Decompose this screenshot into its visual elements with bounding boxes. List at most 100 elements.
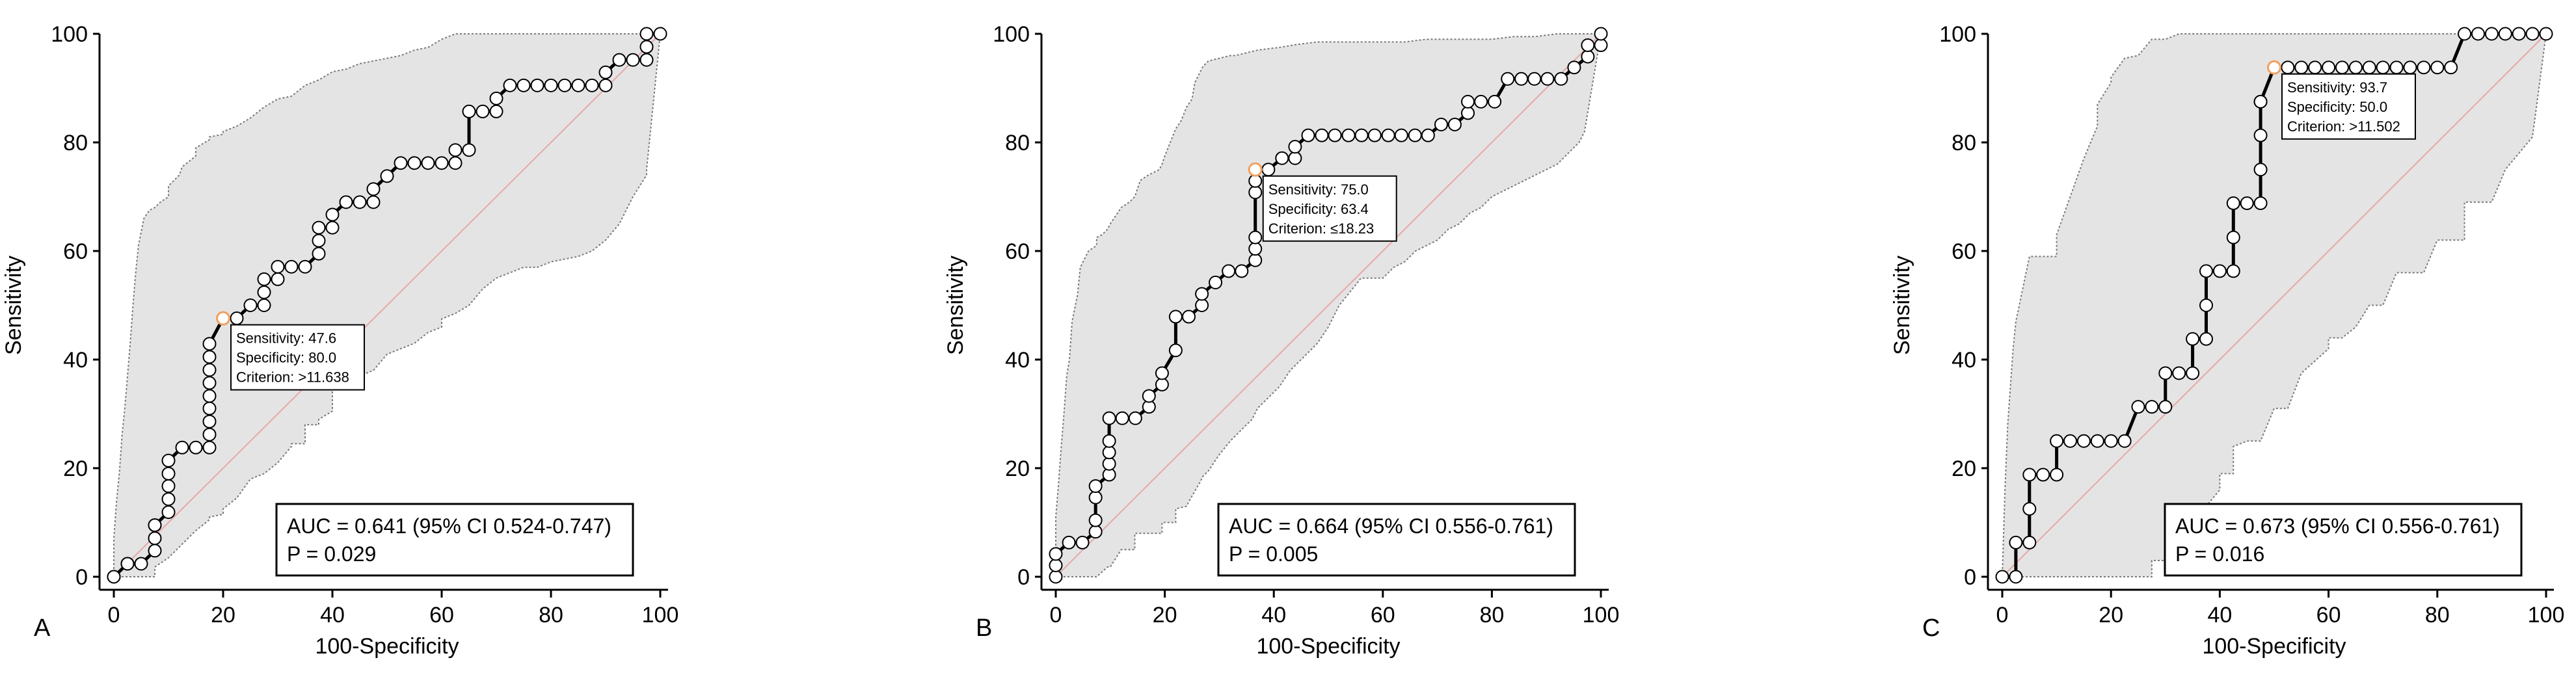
roc-point — [1275, 151, 1289, 165]
roc-point — [1235, 264, 1249, 278]
roc-point — [1209, 275, 1223, 289]
roc-point — [1501, 72, 1515, 86]
roc-point — [639, 40, 654, 54]
roc-point — [175, 440, 189, 455]
roc-point — [1142, 389, 1156, 403]
roc-point — [161, 479, 176, 494]
roc-point — [1461, 94, 1475, 109]
optimal-point — [1248, 162, 1263, 177]
roc-point — [2199, 332, 2213, 346]
roc-point — [1288, 151, 1302, 165]
roc-point — [271, 272, 285, 286]
roc-point — [1288, 140, 1302, 154]
roc-point — [353, 195, 367, 209]
x-axis-label: 100-Specificity — [2202, 634, 2346, 659]
roc-point — [598, 65, 613, 79]
roc-point — [1248, 253, 1263, 267]
roc-point — [1195, 298, 1209, 312]
roc-point — [517, 78, 531, 92]
roc-point — [571, 78, 585, 92]
x-tick-label: 100 — [2528, 603, 2565, 627]
roc-point — [1248, 242, 1263, 256]
roc-point — [107, 570, 121, 584]
roc-point — [1102, 456, 1116, 471]
roc-point — [202, 363, 217, 377]
roc-panel-a: 0 20 40 60 80 100 0 20 40 60 80 100 100-Specificity S… — [1, 22, 678, 659]
y-tick-label: 80 — [1005, 131, 1030, 155]
y-axis-label: Sensitivity — [943, 256, 968, 355]
roc-point — [626, 53, 640, 67]
x-tick-label: 60 — [2316, 603, 2341, 627]
roc-point — [1222, 264, 1236, 278]
auc-text: AUC = 0.664 (95% CI 0.556-0.761) — [1229, 514, 1553, 538]
roc-point — [489, 91, 503, 105]
roc-point — [2322, 60, 2336, 75]
roc-point — [462, 143, 476, 157]
criterion-annotation-box — [1262, 175, 1397, 242]
roc-point — [2226, 230, 2240, 244]
roc-point — [2253, 128, 2268, 142]
roc-point — [2009, 570, 2023, 584]
y-tick-label: 100 — [993, 22, 1030, 47]
roc-point — [202, 389, 217, 403]
roc-point — [1195, 287, 1209, 301]
roc-point — [2145, 400, 2159, 414]
roc-point — [544, 78, 558, 92]
optimal-point — [216, 311, 230, 326]
roc-point — [2335, 60, 2349, 75]
roc-point — [1181, 310, 1196, 324]
x-tick-label: 40 — [1261, 603, 1286, 627]
roc-point — [2158, 366, 2173, 380]
roc-point — [1567, 60, 1581, 75]
x-tick-label: 0 — [108, 603, 120, 627]
roc-point — [503, 78, 517, 92]
x-tick-label: 40 — [320, 603, 345, 627]
roc-point — [1301, 128, 1315, 142]
roc-point — [1261, 163, 1276, 177]
y-tick-label: 0 — [75, 565, 88, 590]
roc-point — [189, 440, 203, 455]
roc-point — [2253, 196, 2268, 211]
roc-point — [2199, 264, 2213, 278]
roc-point — [2240, 196, 2254, 211]
y-tick-label: 100 — [51, 22, 88, 47]
roc-point — [2403, 60, 2417, 75]
y-tick-label: 40 — [63, 348, 88, 373]
roc-point — [2362, 60, 2376, 75]
x-tick-label: 80 — [1479, 603, 1504, 627]
roc-point — [243, 298, 258, 312]
roc-point — [639, 53, 654, 67]
roc-point — [380, 169, 394, 183]
roc-point — [2430, 60, 2445, 75]
roc-point — [1102, 434, 1116, 448]
roc-point — [2076, 434, 2091, 448]
annotation-line: Specificity: 63.4 — [1268, 201, 1369, 217]
roc-point — [1088, 513, 1103, 527]
x-tick-label: 20 — [1153, 603, 1177, 627]
roc-point — [639, 27, 654, 41]
roc-point — [1461, 106, 1475, 120]
roc-point — [202, 350, 217, 364]
roc-point — [1315, 128, 1329, 142]
roc-point — [2009, 535, 2023, 549]
x-tick-label: 0 — [1050, 603, 1062, 627]
y-tick-label: 60 — [1952, 239, 1976, 264]
roc-point — [1102, 445, 1116, 460]
x-tick-label: 0 — [1996, 603, 2009, 627]
y-tick-label: 40 — [1952, 348, 1976, 373]
x-tick-label: 80 — [2425, 603, 2450, 627]
roc-point — [148, 531, 162, 546]
roc-point — [1367, 128, 1382, 142]
roc-point — [1488, 94, 1502, 109]
roc-point — [2389, 60, 2404, 75]
roc-point — [202, 376, 217, 390]
roc-point — [339, 195, 353, 209]
roc-point — [230, 311, 244, 326]
roc-point — [1381, 128, 1395, 142]
annotation-line: Sensitivity: 75.0 — [1268, 181, 1369, 198]
roc-point — [2281, 60, 2295, 75]
roc-point — [202, 427, 217, 442]
roc-point — [1088, 490, 1103, 505]
annotation-line: Specificity: 50.0 — [2287, 99, 2387, 115]
